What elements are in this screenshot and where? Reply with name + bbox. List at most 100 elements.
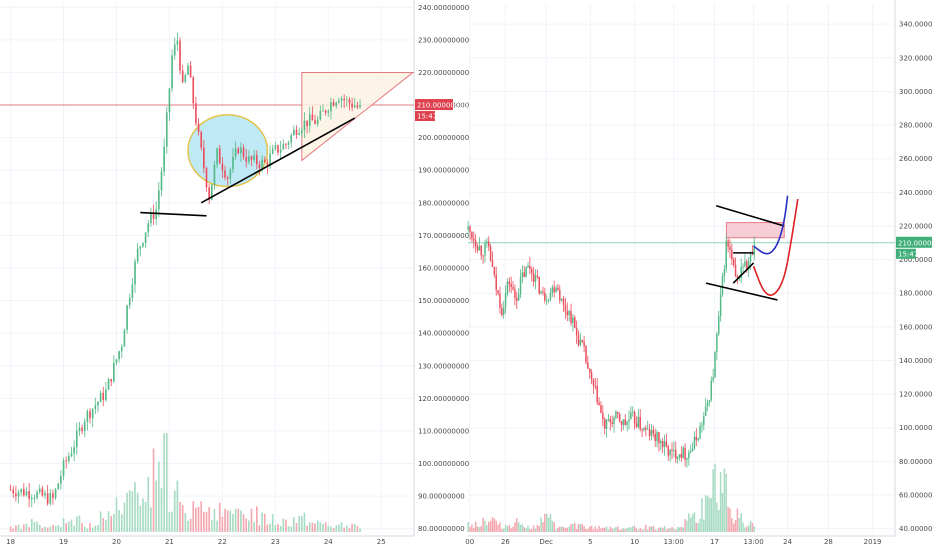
volume-bar	[60, 526, 62, 532]
candle-body	[718, 316, 720, 334]
candle-body	[41, 488, 44, 496]
candle-body	[544, 292, 546, 301]
ellipse-annotation	[187, 114, 269, 188]
volume-bar	[203, 511, 205, 532]
candle-body	[637, 416, 640, 427]
candle-body	[240, 147, 242, 154]
candle-body	[234, 148, 237, 157]
candle-body	[81, 427, 83, 432]
candle-body	[510, 283, 512, 288]
volume-bar	[144, 502, 147, 532]
y-tick-label: 190.00000000	[418, 167, 469, 175]
volume-bar	[710, 498, 713, 532]
candle-body	[577, 334, 580, 346]
candle-body	[742, 266, 744, 268]
volume-bar	[240, 510, 242, 532]
candle-body	[232, 156, 234, 170]
candle-body	[600, 405, 602, 413]
candle-body	[661, 441, 664, 448]
y-tick-label: 230.00000000	[418, 36, 469, 44]
volume-bar	[255, 506, 258, 532]
volume-bar	[171, 511, 173, 532]
volume-bar	[52, 525, 54, 532]
candle-body	[253, 155, 255, 160]
candle-body	[669, 449, 671, 456]
volume-bar	[577, 524, 580, 532]
candle-body	[353, 105, 356, 108]
volume-bar	[716, 502, 718, 532]
candle-body	[693, 436, 696, 449]
candle-body	[38, 488, 41, 493]
volume-bar	[521, 524, 524, 532]
candle-body	[652, 429, 655, 434]
candle-body	[534, 275, 537, 282]
candle-body	[248, 156, 250, 162]
y-tick-label: 120.00000000	[418, 395, 469, 403]
candle-body	[200, 131, 203, 148]
volume-bar	[656, 530, 658, 532]
candle-body	[168, 88, 171, 113]
volume-bar	[81, 522, 83, 532]
volume-bar	[633, 526, 636, 532]
candle-body	[274, 145, 277, 149]
volume-bar	[725, 473, 727, 532]
candle-body	[91, 408, 94, 419]
volume-bar	[486, 525, 488, 532]
candle-body	[20, 489, 23, 493]
volume-bar	[248, 520, 250, 532]
volume-bar	[57, 525, 60, 532]
volume-bar	[501, 529, 503, 532]
candle-body	[688, 452, 690, 459]
candle-body	[704, 406, 707, 416]
candle-body	[205, 168, 208, 188]
volume-bar	[575, 529, 578, 532]
volume-bar	[514, 522, 516, 532]
volume-bar	[136, 492, 139, 532]
volume-bar	[628, 527, 630, 532]
candle-body	[68, 456, 70, 462]
candle-body	[738, 278, 741, 279]
zone-annotation	[725, 222, 785, 239]
candle-body	[158, 190, 160, 210]
volume-bar	[598, 525, 600, 532]
x-tick-label: 24	[324, 538, 333, 546]
candle-body	[732, 259, 735, 266]
volume-bar	[631, 525, 634, 532]
volume-bar	[555, 529, 557, 532]
volume-bar	[544, 513, 546, 532]
volume-bar	[75, 516, 78, 532]
volume-bar	[205, 511, 208, 532]
volume-bar	[581, 523, 583, 532]
volume-bar	[699, 518, 701, 532]
candle-body	[271, 148, 274, 154]
volume-bar	[343, 527, 345, 532]
volume-bar	[590, 525, 593, 532]
x-tick-label: 19	[59, 538, 68, 546]
candle-body	[144, 232, 147, 243]
candle-body	[489, 246, 492, 261]
volume-bar	[89, 522, 91, 532]
candle-body	[656, 432, 658, 442]
candle-body	[332, 102, 335, 106]
candle-body	[622, 419, 625, 425]
y-tick-label: 320.00000000	[899, 54, 932, 62]
volume-bar	[542, 522, 544, 532]
candle-body	[308, 114, 311, 126]
candle-body	[678, 454, 681, 458]
candle-body	[648, 429, 651, 436]
volume-bar	[229, 510, 232, 532]
candle-body	[712, 377, 714, 381]
candle-body	[583, 341, 585, 346]
volume-bar	[611, 528, 613, 532]
candle-body	[126, 305, 128, 331]
candle-body	[322, 110, 324, 112]
volume-bar	[645, 524, 647, 532]
volume-bar	[115, 497, 118, 532]
candle-body	[699, 426, 701, 439]
candle-body	[340, 98, 343, 101]
candle-body	[311, 114, 314, 121]
volume-bar	[572, 523, 574, 532]
volume-bar	[637, 530, 640, 532]
volume-bar	[749, 520, 752, 532]
